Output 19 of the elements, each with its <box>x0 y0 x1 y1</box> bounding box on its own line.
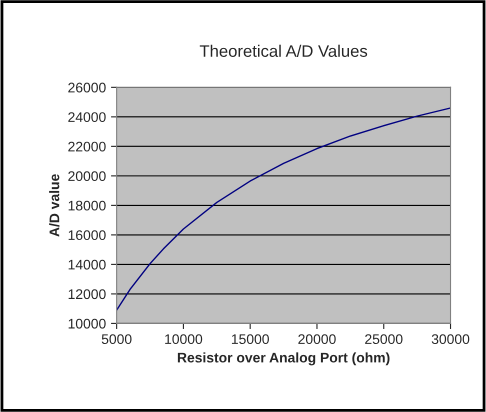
x-tick-label: 30000 <box>432 334 470 344</box>
x-axis-title: Resistor over Analog Port (ohm) <box>178 352 390 366</box>
y-tick-label: 26000 <box>68 82 106 93</box>
y-tick-label: 20000 <box>68 171 106 182</box>
x-tick-label: 10000 <box>165 334 202 344</box>
x-tick-label: 5000 <box>102 334 132 344</box>
y-tick-label: 12000 <box>68 289 106 300</box>
y-tick-label: 22000 <box>68 142 106 152</box>
y-tick-label: 18000 <box>68 200 106 211</box>
line-series <box>116 107 451 311</box>
y-tick-label: 24000 <box>68 112 106 122</box>
y-axis-title: A/D value <box>49 174 60 237</box>
x-tick-label: 15000 <box>232 334 269 344</box>
chart-title: Theoretical A/D Values <box>200 44 368 57</box>
y-tick-label: 16000 <box>68 230 106 240</box>
y-tick-label: 14000 <box>68 260 106 270</box>
y-tick-label: 10000 <box>68 318 106 329</box>
x-tick-label: 20000 <box>298 334 336 344</box>
x-tick-label: 25000 <box>365 334 403 344</box>
